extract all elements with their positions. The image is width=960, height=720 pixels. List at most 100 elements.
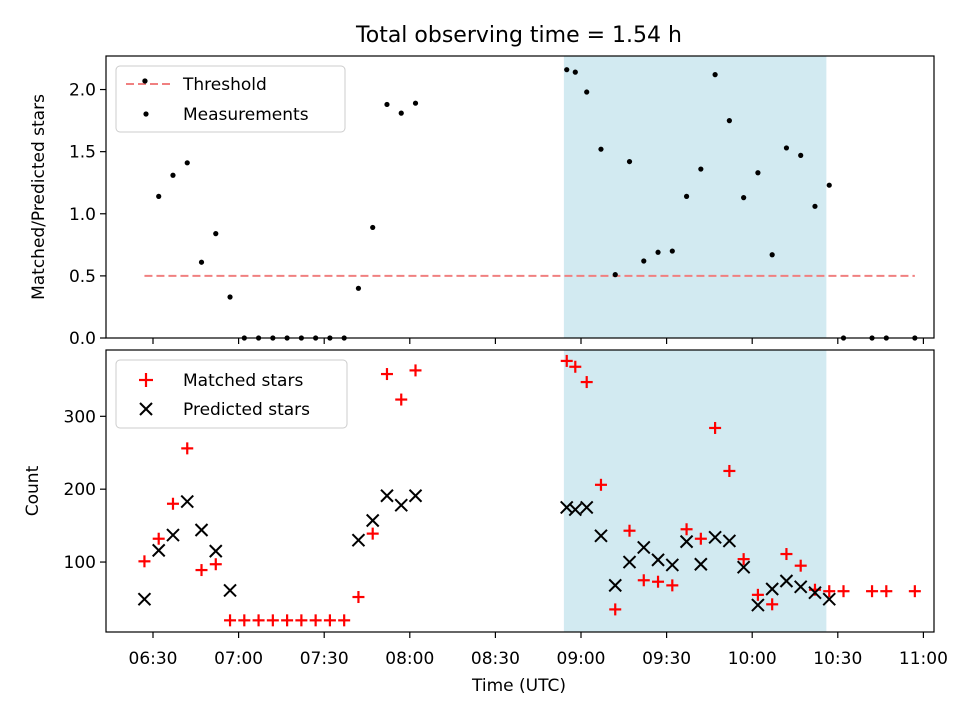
- measurement-point: [726, 117, 732, 124]
- top-legend: Threshold Measurements: [115, 65, 346, 133]
- legend-matched-label: Matched stars: [183, 371, 303, 391]
- matched-star-point: [680, 523, 693, 536]
- predicted-star-point: [694, 557, 708, 571]
- matched-stars-points: [138, 354, 921, 627]
- predicted-star-point: [808, 585, 822, 600]
- predicted-star-point: [223, 583, 237, 598]
- predicted-star-point: [137, 592, 152, 606]
- matched-star-point: [569, 360, 582, 373]
- top-y-axis-label: Matched/Predicted stars: [29, 94, 49, 300]
- matched-star-point: [338, 614, 351, 627]
- matched-star-point: [823, 585, 836, 598]
- matched-star-point: [866, 585, 879, 598]
- bottom-y-tick-label: 200: [64, 480, 96, 500]
- predicted-star-point: [180, 494, 194, 509]
- predicted-star-point: [722, 534, 737, 548]
- legend-predicted-label: Predicted stars: [183, 400, 310, 420]
- top-highlight-span: [563, 56, 827, 338]
- matched-star-point: [580, 376, 593, 389]
- measurement-point: [227, 294, 233, 300]
- measurement-point: [626, 158, 633, 165]
- measurement-point: [184, 160, 190, 166]
- matched-star-point: [366, 527, 379, 540]
- predicted-star-point: [351, 533, 366, 547]
- measurement-point: [812, 203, 818, 209]
- bottom-y-tick-label: 300: [64, 407, 96, 427]
- matched-star-point: [709, 421, 722, 434]
- measurement-point: [783, 145, 790, 151]
- measurement-point: [213, 231, 219, 237]
- x-axis-label: Time (UTC): [471, 676, 566, 696]
- predicted-star-point: [579, 500, 594, 515]
- matched-star-point: [152, 532, 165, 545]
- measurement-point: [741, 195, 747, 201]
- top-panel: 0.00.51.01.52.0 Matched/Predicted stars …: [29, 55, 935, 349]
- chart-title: Total observing time = 1.54 h: [355, 23, 682, 48]
- predicted-star-point: [793, 580, 808, 594]
- matched-star-point: [637, 574, 650, 587]
- matched-star-point: [694, 532, 707, 545]
- matched-star-point: [780, 548, 793, 561]
- x-tick-label: 08:30: [471, 649, 520, 669]
- matched-star-point: [609, 603, 622, 616]
- measurement-point: [712, 72, 718, 78]
- matched-star-point: [209, 558, 222, 571]
- predicted-star-point: [708, 530, 722, 544]
- predicted-star-point: [736, 560, 751, 574]
- predicted-star-point: [651, 553, 665, 567]
- measurement-point: [398, 110, 404, 116]
- measurement-point: [826, 182, 832, 188]
- predicted-star-point: [822, 592, 836, 606]
- top-x-ticks: [152, 338, 925, 344]
- top-y-tick-label: 2.0: [69, 81, 96, 101]
- matched-star-point: [623, 524, 636, 537]
- x-tick-label: 10:30: [813, 649, 862, 669]
- matched-star-point: [594, 478, 607, 491]
- measurement-point: [612, 272, 618, 278]
- matched-star-point: [252, 614, 265, 627]
- top-y-tick-label: 0.5: [69, 267, 96, 287]
- measurement-point: [683, 193, 690, 199]
- matched-star-point: [794, 559, 807, 572]
- matched-star-point: [837, 585, 850, 598]
- bottom-panel: 06:30 07:00 07:30 08:00 08:30 09:00 09:30 10:00…: [23, 349, 948, 696]
- matched-star-point: [295, 614, 308, 627]
- measurement-point: [412, 100, 419, 106]
- bottom-x-ticks: 06:30 07:00 07:30 08:00 08:30 09:00 09:30 10:00…: [129, 632, 948, 669]
- threshold-legend-dot: [142, 78, 148, 84]
- matched-star-point: [352, 591, 365, 604]
- top-y-tick-label: 0.0: [69, 329, 96, 349]
- x-tick-label: 07:00: [214, 649, 263, 669]
- matched-star-point: [281, 614, 294, 627]
- predicted-star-point: [765, 582, 779, 596]
- predicted-star-point: [365, 513, 380, 528]
- measurement-point: [755, 170, 761, 176]
- legend-measurements-label: Measurements: [183, 105, 309, 125]
- predicted-star-point: [751, 598, 765, 612]
- top-y-tick-label: 1.0: [69, 205, 96, 225]
- measurement-point: [198, 259, 205, 265]
- measurement-point: [156, 193, 162, 199]
- measurement-point: [598, 146, 604, 152]
- x-tick-label: 09:30: [642, 649, 691, 669]
- matched-legend-swatch: [139, 373, 153, 387]
- x-tick-label: 10:00: [728, 649, 777, 669]
- matched-star-point: [766, 598, 779, 611]
- measurement-point: [564, 67, 570, 73]
- matched-star-point: [560, 354, 573, 367]
- predicted-star-point: [151, 543, 166, 558]
- matched-star-point: [409, 364, 422, 377]
- matched-star-point: [238, 614, 251, 627]
- matched-star-point: [323, 614, 336, 627]
- bottom-y-axis-label: Count: [23, 465, 43, 516]
- x-tick-label: 11:00: [899, 649, 948, 669]
- measurement-point: [798, 152, 804, 158]
- predicted-star-point: [568, 502, 583, 517]
- predicted-star-point: [560, 500, 574, 515]
- measurement-point: [698, 166, 704, 172]
- matched-star-point: [309, 614, 322, 627]
- predicted-star-point: [779, 574, 794, 588]
- measurement-point: [355, 285, 362, 291]
- top-axes-frame: [105, 55, 935, 339]
